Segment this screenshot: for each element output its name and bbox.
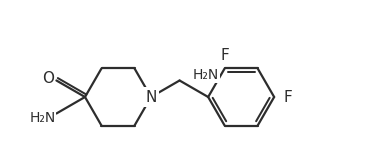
Text: H₂N: H₂N (193, 68, 219, 82)
Text: H₂N: H₂N (29, 112, 55, 125)
Text: O: O (43, 71, 55, 86)
Text: F: F (220, 48, 229, 63)
Text: N: N (145, 89, 157, 104)
Text: F: F (284, 89, 292, 104)
